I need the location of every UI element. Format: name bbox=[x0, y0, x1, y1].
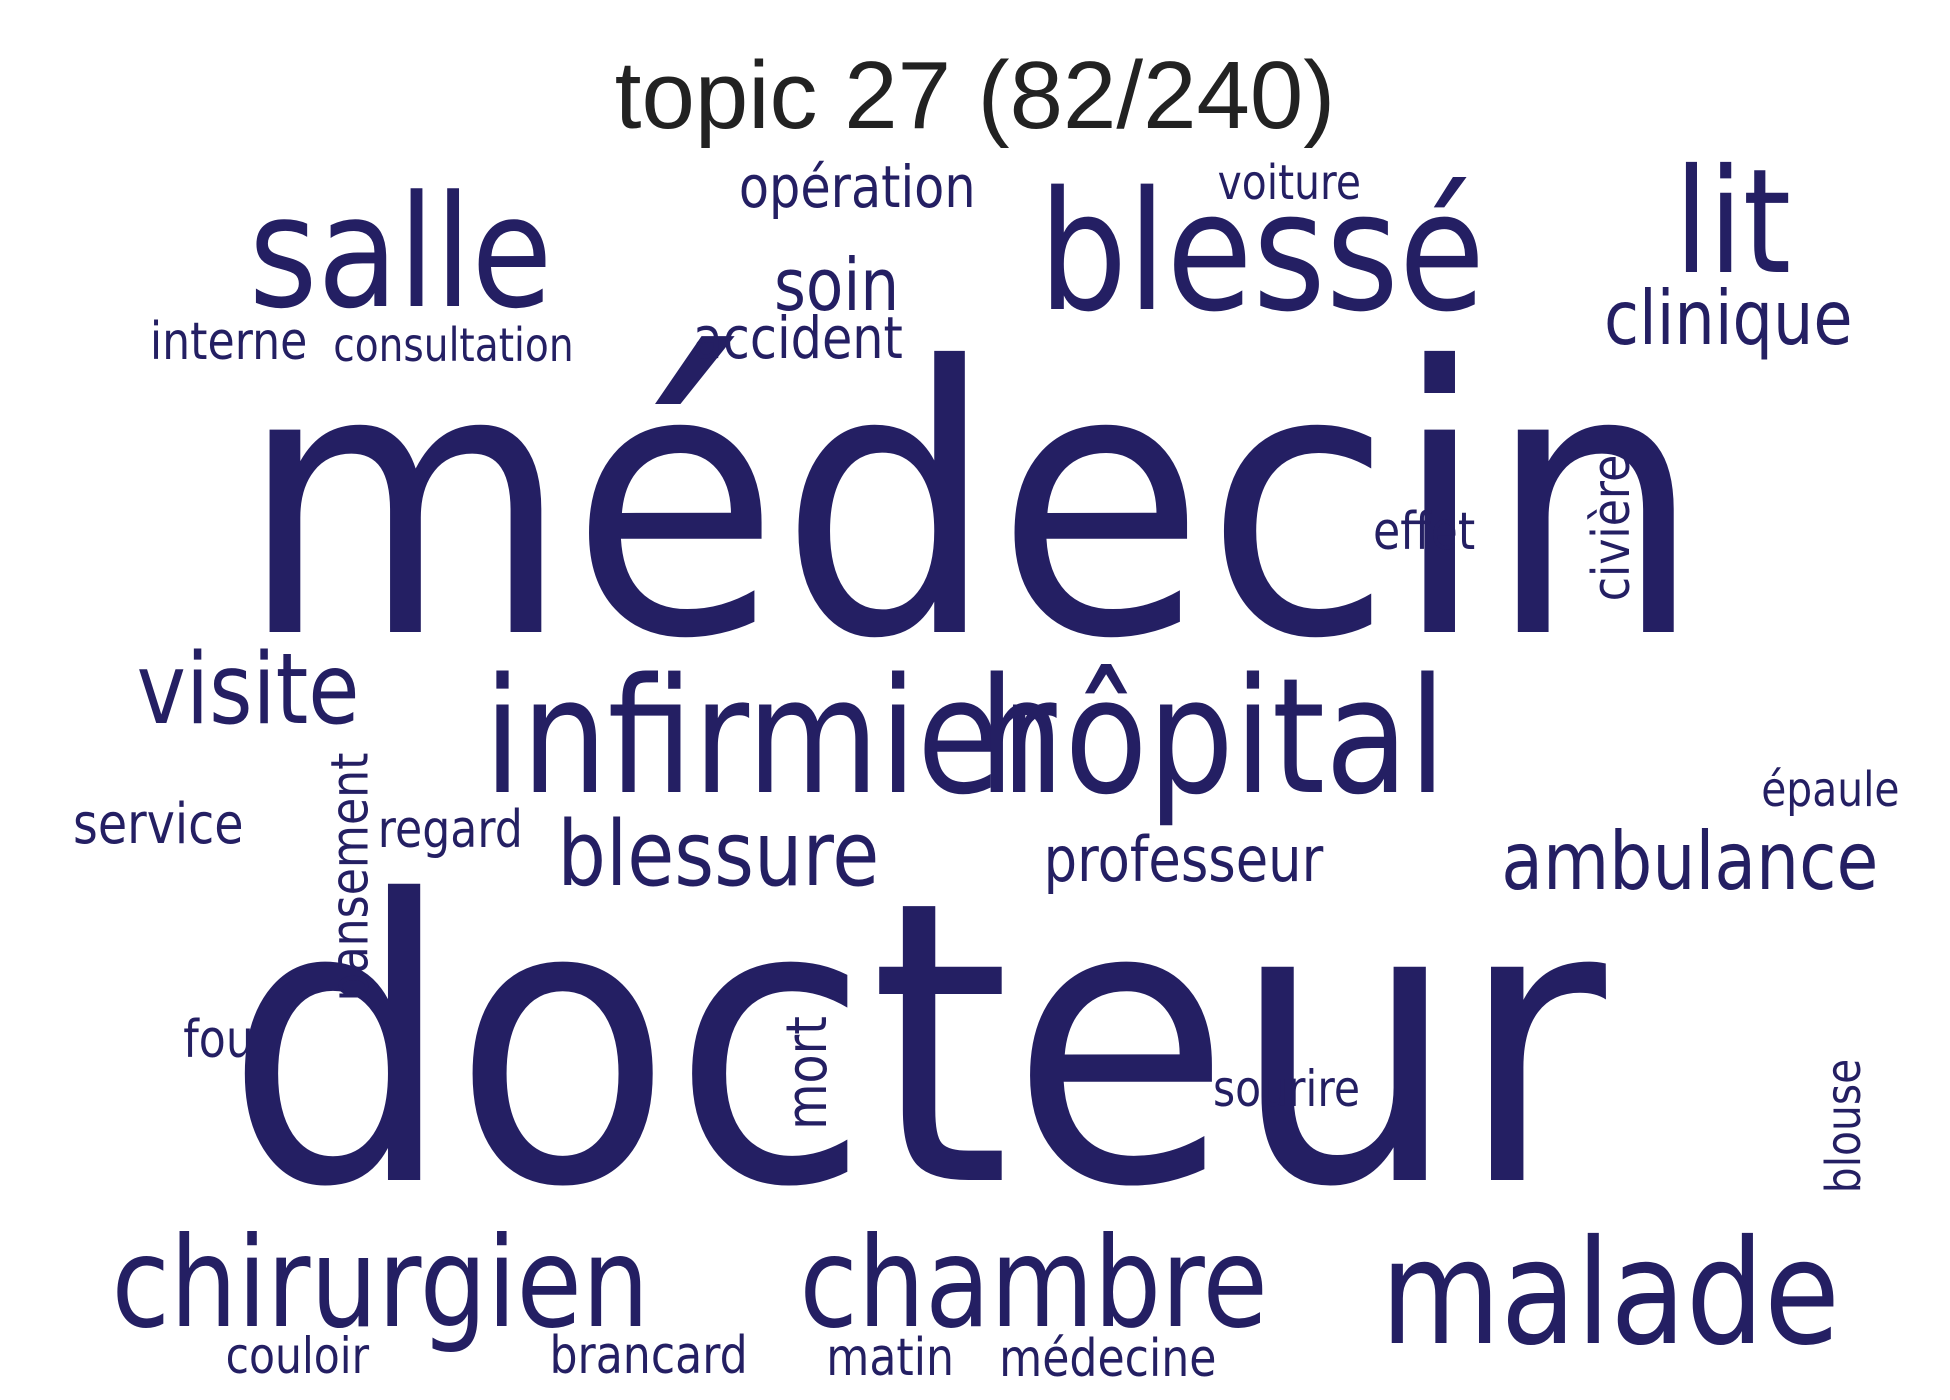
word-matin: matin bbox=[826, 1328, 955, 1388]
word-operation: opération bbox=[738, 153, 976, 221]
word-blouse: blouse bbox=[1816, 1058, 1873, 1194]
word-interne: interne bbox=[149, 312, 307, 372]
word-voiture: voiture bbox=[1217, 155, 1361, 211]
chart-title: topic 27 (82/240) bbox=[614, 42, 1336, 149]
word-medecin: médecin bbox=[238, 290, 1703, 720]
word-chambre: chambre bbox=[798, 1210, 1268, 1356]
word-blessure: blessure bbox=[556, 802, 879, 907]
word-professeur: professeur bbox=[1043, 823, 1323, 896]
word-brancard: brancard bbox=[548, 1326, 748, 1386]
word-malade: malade bbox=[1380, 1208, 1840, 1378]
word-ambulance: ambulance bbox=[1501, 815, 1879, 908]
word-fou: fou bbox=[182, 1010, 254, 1070]
word-service: service bbox=[72, 792, 244, 857]
word-infirmier: infirmier bbox=[483, 643, 1057, 830]
word-consultation: consultation bbox=[332, 318, 574, 372]
word-civiere: civière bbox=[1582, 454, 1643, 602]
word-regard: regard bbox=[377, 800, 523, 860]
word-medecine: médecine bbox=[999, 1329, 1217, 1389]
word-blesse: blessé bbox=[1038, 155, 1486, 348]
word-couloir: couloir bbox=[225, 1327, 369, 1385]
word-epaule: épaule bbox=[1760, 762, 1900, 818]
word-lit: lit bbox=[1673, 137, 1791, 307]
word-mort: mort bbox=[774, 1016, 840, 1130]
word-docteur: docteur bbox=[224, 818, 1606, 1272]
word-effet: effet bbox=[1373, 502, 1476, 562]
word-sourire: sourire bbox=[1212, 1060, 1360, 1118]
word-clinique: clinique bbox=[1603, 273, 1853, 362]
word-chirurgien: chirurgien bbox=[110, 1210, 649, 1356]
word-accident: accident bbox=[692, 304, 903, 372]
word-visite: visite bbox=[136, 633, 360, 747]
word-salle: salle bbox=[248, 161, 552, 343]
word-pansement: pansement bbox=[319, 752, 380, 1002]
word-hopital: hôpital bbox=[977, 643, 1446, 830]
word-soin: soin bbox=[773, 243, 899, 327]
